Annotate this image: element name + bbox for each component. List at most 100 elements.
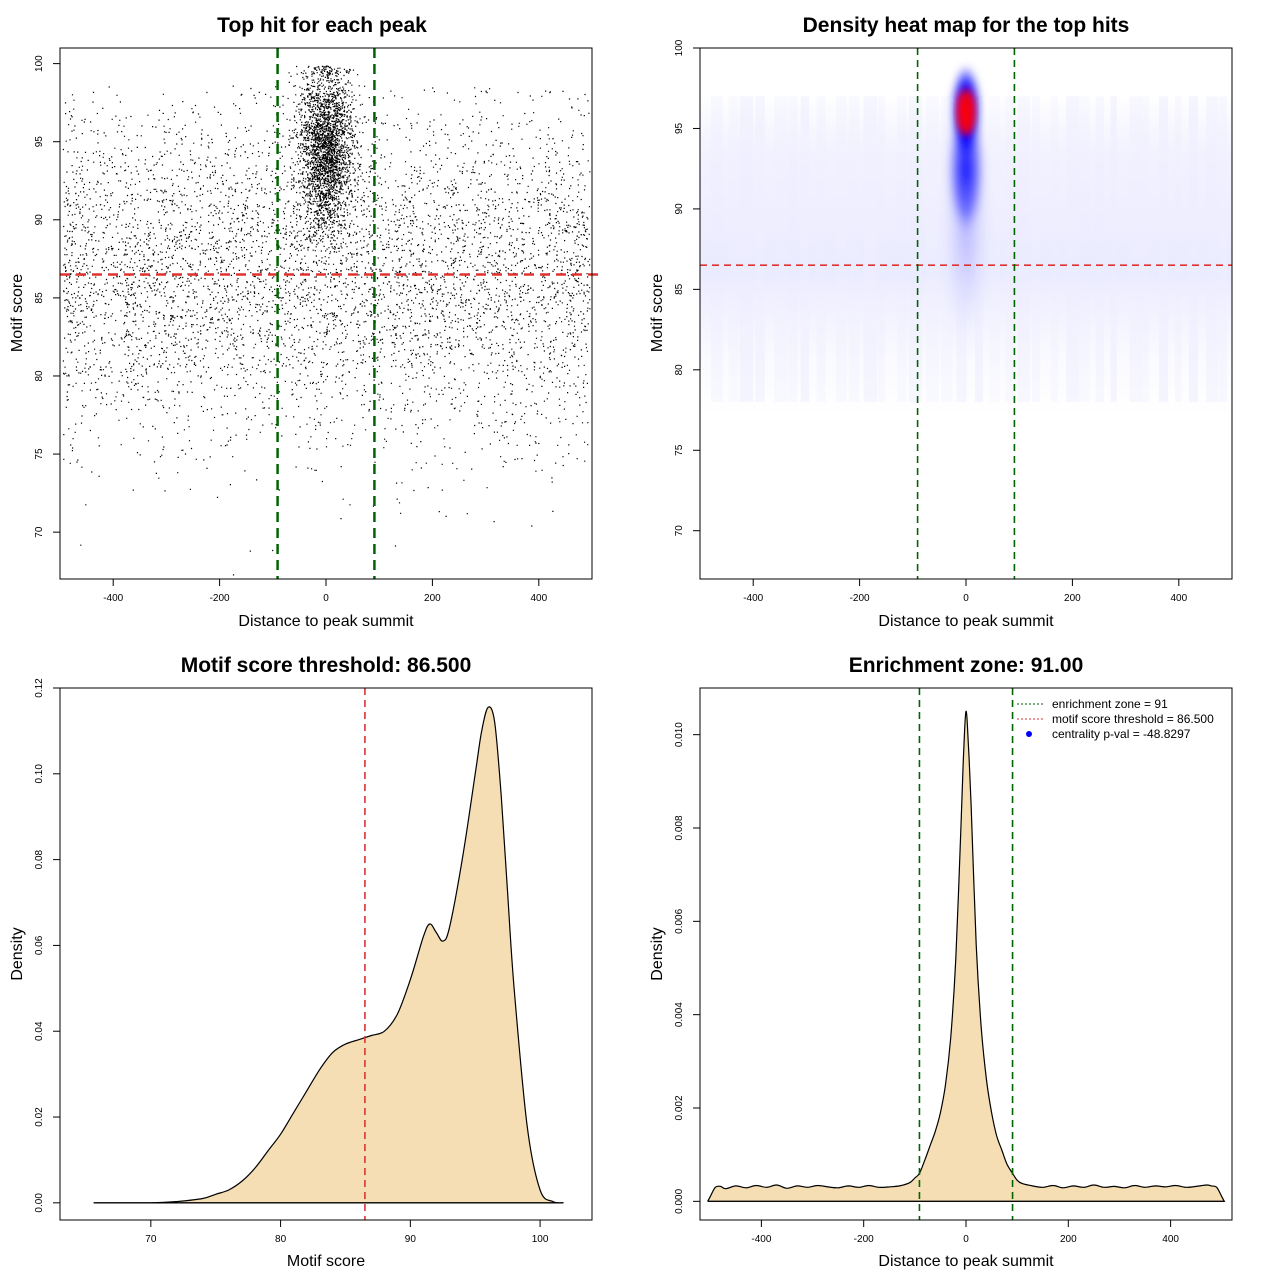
scatter-point-cloud [62, 65, 591, 576]
scatter-x-tick-label: -200 [210, 593, 230, 604]
heatmap-density [700, 64, 1232, 419]
distance-density-y-tick-label: 0.010 [674, 722, 685, 747]
scatter-title: Top hit for each peak [217, 14, 427, 37]
distance-density-y-tick-label: 0.008 [674, 815, 685, 840]
score-density-area [93, 706, 564, 1204]
heatmap-streak [848, 96, 860, 402]
heatmap-streak [897, 96, 907, 402]
scatter-x-axis: -400 -200 0 200 400 [103, 579, 548, 604]
scatter-x-label: Distance to peak summit [238, 613, 414, 630]
distance-density-area [707, 710, 1226, 1202]
score-density-x-tick-label: 90 [405, 1234, 417, 1245]
heatmap-streak [1095, 96, 1105, 402]
heatmap-y-tick-label: 80 [674, 364, 685, 376]
distance-density-x-label: Distance to peak summit [878, 1253, 1054, 1270]
distance-density-y-axis: 0.000 0.002 0.004 0.006 0.008 0.010 [674, 722, 700, 1214]
scatter-y-tick-label: 100 [34, 55, 45, 72]
heatmap-x-axis: -400 -200 0 200 400 [743, 579, 1188, 604]
legend-centrality-swatch [1026, 731, 1032, 737]
scatter-y-tick-label: 95 [34, 136, 45, 148]
distance-density-title: Enrichment zone: 91.00 [849, 654, 1084, 677]
heatmap-streak [1078, 96, 1090, 402]
scatter-reference-lines [60, 48, 598, 579]
scatter-x-tick-label: -400 [103, 593, 123, 604]
heatmap-streak [1158, 96, 1169, 402]
scatter-y-tick-label: 70 [34, 526, 45, 538]
distance-density-zone-lines [918, 688, 1014, 1220]
heatmap-streak [1206, 96, 1218, 402]
heatmap-streak [816, 96, 826, 402]
heatmap-title: Density heat map for the top hits [803, 14, 1130, 37]
heatmap-y-axis: 70 75 80 85 90 95 100 [674, 39, 700, 536]
scatter-points [62, 65, 591, 576]
score-density-y-tick-label: 0.06 [34, 935, 45, 955]
distance-density-y-tick-label: 0.000 [674, 1188, 685, 1213]
score-density-y-tick-label: 0.02 [34, 1107, 45, 1127]
scatter-x-tick-label: 400 [530, 593, 547, 604]
heatmap-streak [1110, 96, 1117, 402]
distance-density-x-tick-label: 200 [1060, 1234, 1077, 1245]
score-density-x-axis: 70 80 90 100 [145, 1220, 549, 1245]
distance-density-curve [707, 710, 1226, 1202]
heatmap-streak [1050, 96, 1059, 402]
heatmap-y-tick-label: 75 [674, 444, 685, 456]
heatmap-y-label: Motif score [649, 274, 666, 352]
scatter-y-tick-label: 90 [34, 214, 45, 226]
heatmap-streak [1017, 96, 1030, 402]
scatter-panel: Top hit for each peak -400 -200 0 200 400 70… [9, 14, 598, 630]
scatter-x-tick-label: 200 [424, 593, 441, 604]
heatmap-y-tick-label: 85 [674, 283, 685, 295]
heatmap-streak [836, 96, 847, 402]
heatmap-streak [1129, 96, 1142, 402]
heatmap-streak [774, 96, 788, 402]
heatmap-streak [1005, 96, 1015, 402]
score-density-y-tick-label: 0.12 [34, 678, 45, 698]
heatmap-y-tick-label: 95 [674, 122, 685, 134]
heatmap-streak [878, 96, 885, 402]
score-density-title: Motif score threshold: 86.500 [181, 654, 472, 677]
legend-enrichment-zone-label: enrichment zone = 91 [1052, 697, 1168, 711]
score-density-y-tick-label: 0.00 [34, 1193, 45, 1213]
heatmap-reference-lines [700, 48, 1232, 579]
score-density-plot-frame [59, 687, 593, 1221]
distance-density-y-tick-label: 0.004 [674, 1002, 685, 1027]
distance-density-x-tick-label: 400 [1162, 1234, 1179, 1245]
heatmap-streak [800, 96, 810, 402]
heatmap-streak [1174, 96, 1182, 402]
legend-threshold-label: motif score threshold = 86.500 [1052, 712, 1214, 726]
scatter-y-tick-label: 80 [34, 370, 45, 382]
score-density-y-tick-label: 0.08 [34, 849, 45, 869]
score-density-fill [93, 706, 564, 1203]
score-density-y-tick-label: 0.10 [34, 764, 45, 784]
distance-density-x-axis: -400 -200 0 200 400 [751, 1220, 1179, 1245]
heatmap-streak [755, 96, 765, 402]
scatter-y-tick-label: 85 [34, 292, 45, 304]
heatmap-x-tick-label: 200 [1064, 593, 1081, 604]
distance-density-x-tick-label: 0 [963, 1234, 969, 1245]
heatmap-panel: Density heat map for the top hits -400 -2… [649, 14, 1233, 630]
distance-density-panel: Enrichment zone: 91.00 -400 -200 0 200 400 0… [649, 654, 1233, 1270]
heatmap-streak [1218, 96, 1228, 402]
distance-density-y-tick-label: 0.006 [674, 908, 685, 933]
score-density-y-tick-label: 0.04 [34, 1021, 45, 1041]
heatmap-x-tick-label: 400 [1170, 593, 1187, 604]
heatmap-x-tick-label: -400 [743, 593, 763, 604]
score-density-y-axis: 0.00 0.02 0.04 0.06 0.08 0.10 0.12 [34, 678, 60, 1213]
distance-density-y-tick-label: 0.002 [674, 1095, 685, 1120]
heatmap-peak [957, 90, 975, 135]
scatter-y-axis: 70 75 80 85 90 95 100 [34, 55, 60, 538]
scatter-y-label: Motif score [9, 274, 26, 352]
heatmap-y-tick-label: 70 [674, 525, 685, 537]
heatmap-x-tick-label: -200 [850, 593, 870, 604]
score-density-y-label: Density [9, 927, 26, 980]
heatmap-x-label: Distance to peak summit [878, 613, 1054, 630]
heatmap-streak [1032, 96, 1041, 402]
distance-density-x-tick-label: -200 [854, 1234, 874, 1245]
score-density-curve [93, 706, 564, 1204]
heatmap-streak [926, 96, 939, 402]
distance-density-y-label: Density [649, 927, 666, 980]
heatmap-streak [788, 96, 798, 402]
score-density-panel: Motif score threshold: 86.500 70 80 90 100 … [9, 654, 593, 1270]
heatmap-streak [1140, 96, 1149, 402]
